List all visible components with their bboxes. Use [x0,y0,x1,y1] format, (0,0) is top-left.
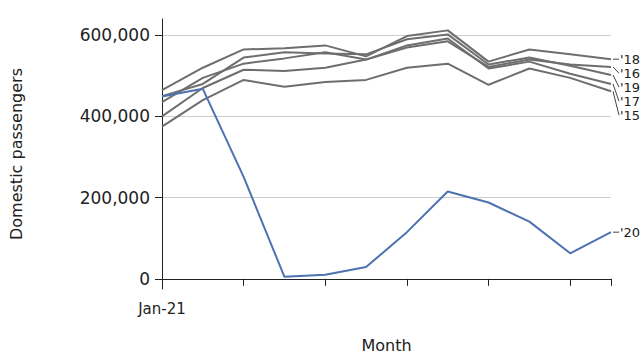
svg-text:400,000: 400,000 [80,106,150,126]
svg-text:200,000: 200,000 [80,188,150,208]
svg-text:0: 0 [139,269,150,289]
svg-text:'20: '20 [620,225,640,240]
svg-text:Month: Month [361,336,411,355]
svg-text:'16: '16 [620,66,640,81]
svg-text:'18: '18 [620,52,640,67]
svg-text:Domestic passengers: Domestic passengers [7,68,26,240]
svg-text:600,000: 600,000 [80,25,150,45]
svg-text:'17: '17 [620,94,640,109]
svg-text:'19: '19 [620,80,640,95]
svg-text:Jan-21: Jan-21 [137,300,186,318]
svg-text:'15: '15 [620,108,640,123]
